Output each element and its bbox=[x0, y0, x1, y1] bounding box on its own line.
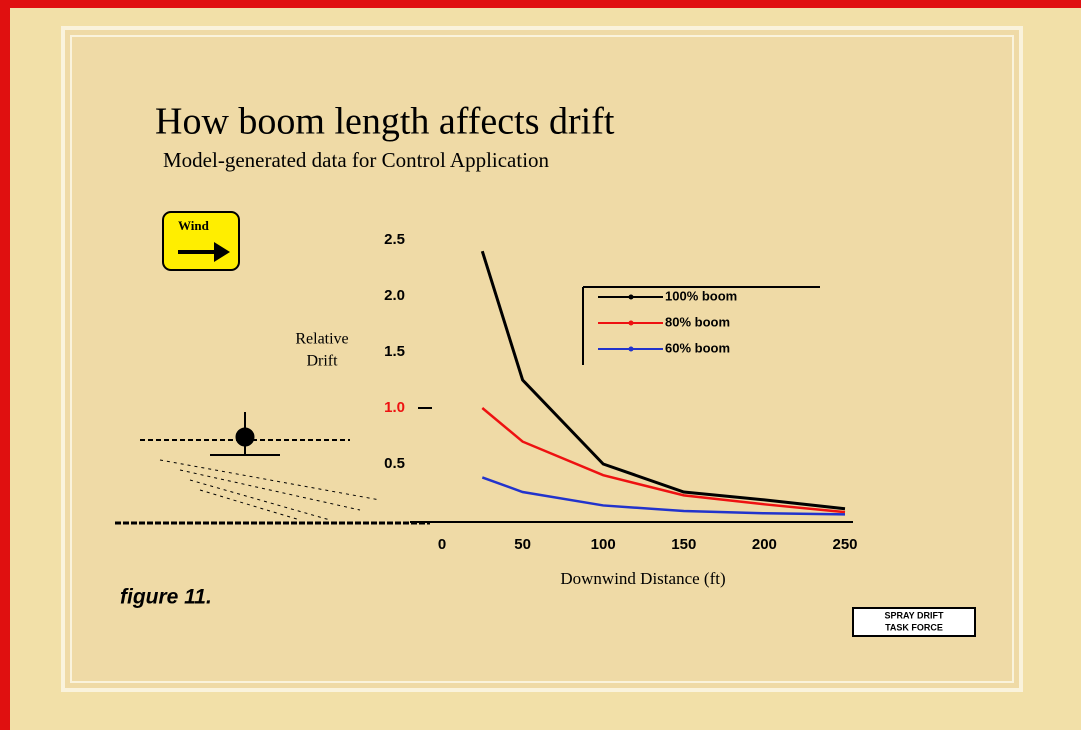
legend-marker bbox=[628, 294, 634, 300]
y-tick-label: 2.5 bbox=[384, 231, 405, 248]
logo-text: SPRAY DRIFT bbox=[884, 610, 944, 620]
x-tick-label: 100 bbox=[591, 536, 616, 553]
series-line bbox=[481, 476, 846, 516]
x-axis-label: Downwind Distance (ft) bbox=[560, 569, 725, 588]
legend-label: 80% boom bbox=[665, 314, 730, 329]
series-line bbox=[480, 250, 846, 511]
legend-label: 100% boom bbox=[665, 288, 737, 303]
y-tick-label: 0.5 bbox=[384, 455, 405, 472]
panel-inner-border bbox=[70, 35, 1014, 683]
x-tick-label: 50 bbox=[514, 536, 531, 553]
title: How boom length affects drift bbox=[155, 101, 615, 143]
y-axis-label: Relative bbox=[295, 331, 348, 348]
y-tick-label: 1.0 bbox=[384, 399, 405, 416]
x-tick-label: 150 bbox=[671, 536, 696, 553]
top-border bbox=[0, 0, 1081, 8]
y-axis-label: Drift bbox=[306, 353, 338, 370]
y-tick-label: 2.0 bbox=[384, 287, 405, 304]
panel bbox=[61, 26, 1023, 692]
series-line bbox=[481, 407, 846, 514]
left-border bbox=[0, 0, 10, 730]
subtitle: Model-generated data for Control Applica… bbox=[163, 148, 550, 172]
x-tick-label: 200 bbox=[752, 536, 777, 553]
plane-illustration bbox=[115, 412, 430, 525]
x-tick-label: 250 bbox=[832, 536, 857, 553]
y-tick-label: 1.5 bbox=[384, 343, 405, 360]
legend-label: 60% boom bbox=[665, 340, 730, 355]
logo-text: TASK FORCE bbox=[885, 622, 943, 632]
legend-marker bbox=[628, 346, 634, 352]
wind-icon: Wind bbox=[162, 211, 240, 271]
logo: SPRAY DRIFT TASK FORCE bbox=[852, 607, 976, 637]
legend-marker bbox=[628, 320, 634, 326]
x-tick-label: 0 bbox=[438, 536, 446, 553]
wind-label: Wind bbox=[178, 218, 210, 233]
spray bbox=[159, 459, 381, 521]
caption: figure 11. bbox=[120, 586, 212, 609]
logo-box bbox=[852, 607, 976, 637]
wind-arrow bbox=[178, 242, 230, 262]
